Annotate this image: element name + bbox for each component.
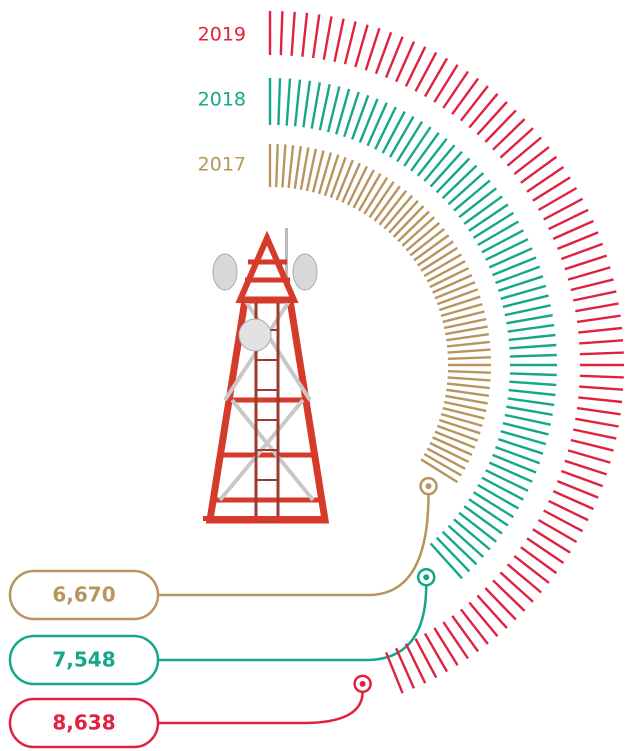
year-label: 2018 <box>198 89 246 111</box>
value-pill <box>8 697 160 749</box>
value-pill <box>8 634 160 686</box>
connector <box>158 494 430 597</box>
year-label: 2019 <box>198 24 246 46</box>
tick-arc <box>268 144 491 484</box>
value-label: 8,638 <box>52 711 115 735</box>
end-dot <box>425 483 432 490</box>
value-label: 6,670 <box>52 583 115 607</box>
tower <box>203 228 330 524</box>
connector <box>158 585 428 662</box>
year-label: 2017 <box>198 154 246 176</box>
plot: 2017 6,670 2018 7,548 2019 8,638 <box>8 11 624 749</box>
end-dot <box>359 680 366 687</box>
tick-arc <box>268 11 624 694</box>
connector <box>158 691 364 725</box>
value-label: 7,548 <box>52 648 115 672</box>
tick-arc <box>268 78 557 580</box>
value-pill <box>8 569 160 621</box>
end-dot <box>423 574 430 581</box>
